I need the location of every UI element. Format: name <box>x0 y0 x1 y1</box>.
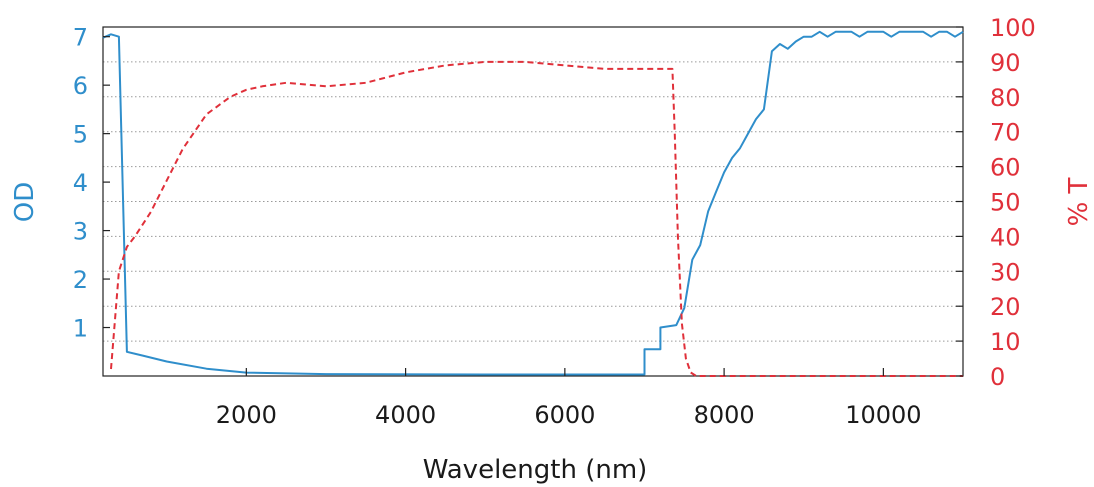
y-left-tick-label-4: 4 <box>73 169 88 197</box>
y-left-axis-title: OD <box>10 182 40 223</box>
y-right-tick-label-20: 20 <box>990 293 1021 321</box>
x-axis-title: Wavelength (nm) <box>423 455 648 485</box>
series-line-od <box>102 30 964 376</box>
y-right-tick-label-30: 30 <box>990 258 1021 286</box>
y-right-tick-label-80: 80 <box>990 84 1021 112</box>
x-tick-label-6000: 6000 <box>534 401 595 429</box>
x-tick-label-4000: 4000 <box>375 401 436 429</box>
y-left-tick-label-5: 5 <box>73 121 88 149</box>
x-tick-label-2000: 2000 <box>216 401 277 429</box>
y-right-tick-label-70: 70 <box>990 119 1021 147</box>
grid-lines <box>103 26 963 342</box>
y-right-tick-label-10: 10 <box>990 328 1021 356</box>
y-right-tick-label-90: 90 <box>990 49 1021 77</box>
y-left-tick-label-1: 1 <box>73 315 88 343</box>
y-left-tick-label-3: 3 <box>73 218 88 246</box>
y-left-tick-label-7: 7 <box>73 24 88 52</box>
tick-marks <box>103 26 963 377</box>
y-right-tick-labels: 0 10 20 30 40 50 60 70 80 90 100 <box>990 14 1036 391</box>
y-right-tick-label-60: 60 <box>990 154 1021 182</box>
y-right-tick-label-100: 100 <box>990 14 1036 42</box>
y-left-tick-label-2: 2 <box>73 266 88 294</box>
series-line-transmission <box>110 60 963 377</box>
series-layer <box>102 30 964 377</box>
y-left-tick-labels: 1 2 3 4 5 6 7 <box>73 24 88 343</box>
x-tick-label-10000: 10000 <box>845 401 921 429</box>
y-right-axis-title: % T <box>1064 177 1094 226</box>
y-left-tick-label-6: 6 <box>73 72 88 100</box>
y-right-tick-label-40: 40 <box>990 223 1021 251</box>
x-tick-labels: 2000 4000 6000 8000 10000 <box>216 401 922 429</box>
y-right-tick-label-50: 50 <box>990 189 1021 217</box>
y-right-tick-label-0: 0 <box>990 363 1005 391</box>
x-tick-label-8000: 8000 <box>694 401 755 429</box>
